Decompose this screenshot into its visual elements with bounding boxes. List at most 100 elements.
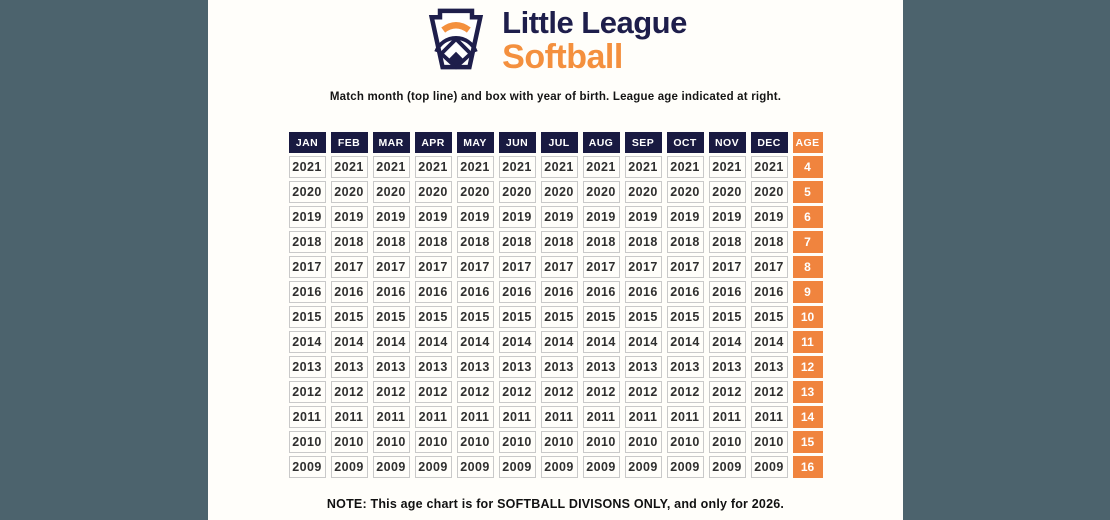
- year-cell: 2020: [498, 181, 536, 203]
- year-cell: 2019: [372, 206, 410, 228]
- year-cell: 2015: [456, 306, 494, 328]
- year-cell: 2014: [498, 331, 536, 353]
- year-cell: 2020: [288, 181, 326, 203]
- year-cell: 2013: [288, 356, 326, 378]
- year-cell: 2014: [288, 331, 326, 353]
- month-header-may: MAY: [456, 132, 494, 153]
- month-header-feb: FEB: [330, 132, 368, 153]
- year-cell: 2010: [540, 431, 578, 453]
- year-cell: 2012: [666, 381, 704, 403]
- age-cell: 8: [792, 256, 823, 278]
- little-league-keystone-logo-icon: [424, 5, 488, 73]
- year-cell: 2009: [288, 456, 326, 478]
- year-cell: 2012: [708, 381, 746, 403]
- logo: Little League Softball: [208, 0, 903, 74]
- year-cell: 2021: [750, 156, 788, 178]
- year-cell: 2017: [708, 256, 746, 278]
- table-row-year-2018: 2018 2018 2018 2018 2018 2018 2018 2018 2018 2018…: [288, 231, 823, 253]
- year-cell: 2017: [414, 256, 452, 278]
- year-cell: 2015: [624, 306, 662, 328]
- year-cell: 2015: [288, 306, 326, 328]
- year-cell: 2016: [624, 281, 662, 303]
- table-row-year-2012: 2012 2012 2012 2012 2012 2012 2012 2012 2012 2012…: [288, 381, 823, 403]
- year-cell: 2019: [624, 206, 662, 228]
- year-cell: 2019: [540, 206, 578, 228]
- year-cell: 2018: [372, 231, 410, 253]
- year-cell: 2020: [582, 181, 620, 203]
- year-cell: 2011: [540, 406, 578, 428]
- year-cell: 2013: [750, 356, 788, 378]
- table-row-year-2019: 2019 2019 2019 2019 2019 2019 2019 2019 2019 2019…: [288, 206, 823, 228]
- footer-note: NOTE: This age chart is for SOFTBALL DIV…: [326, 497, 785, 511]
- year-cell: 2020: [708, 181, 746, 203]
- year-cell: 2017: [288, 256, 326, 278]
- year-cell: 2014: [582, 331, 620, 353]
- content-panel: Little League Softball Match month (top …: [208, 0, 903, 520]
- year-cell: 2012: [540, 381, 578, 403]
- year-cell: 2015: [330, 306, 368, 328]
- year-cell: 2016: [330, 281, 368, 303]
- year-cell: 2010: [708, 431, 746, 453]
- year-cell: 2011: [330, 406, 368, 428]
- year-cell: 2010: [372, 431, 410, 453]
- year-cell: 2012: [624, 381, 662, 403]
- year-cell: 2021: [624, 156, 662, 178]
- year-cell: 2011: [372, 406, 410, 428]
- year-cell: 2016: [288, 281, 326, 303]
- age-cell: 15: [792, 431, 823, 453]
- year-cell: 2021: [372, 156, 410, 178]
- year-cell: 2018: [582, 231, 620, 253]
- year-cell: 2018: [708, 231, 746, 253]
- year-cell: 2021: [498, 156, 536, 178]
- year-cell: 2014: [372, 331, 410, 353]
- year-cell: 2012: [750, 381, 788, 403]
- year-cell: 2014: [708, 331, 746, 353]
- year-cell: 2015: [540, 306, 578, 328]
- year-cell: 2014: [540, 331, 578, 353]
- table-row-year-2014: 2014 2014 2014 2014 2014 2014 2014 2014 2014 2014…: [288, 331, 823, 353]
- year-cell: 2014: [414, 331, 452, 353]
- instruction-text: Match month (top line) and box with year…: [329, 91, 782, 103]
- year-cell: 2021: [582, 156, 620, 178]
- table-row-year-2021: 2021 2021 2021 2021 2021 2021 2021 2021 2021 2021…: [288, 156, 823, 178]
- year-cell: 2016: [498, 281, 536, 303]
- year-cell: 2009: [624, 456, 662, 478]
- month-header-jun: JUN: [498, 132, 536, 153]
- year-cell: 2017: [372, 256, 410, 278]
- table-row-year-2009: 2009 2009 2009 2009 2009 2009 2009 2009 2009 2009…: [288, 456, 823, 478]
- year-cell: 2015: [414, 306, 452, 328]
- table-row-year-2020: 2020 2020 2020 2020 2020 2020 2020 2020 2020 2020…: [288, 181, 823, 203]
- year-cell: 2013: [456, 356, 494, 378]
- year-cell: 2019: [708, 206, 746, 228]
- year-cell: 2013: [330, 356, 368, 378]
- age-cell: 10: [792, 306, 823, 328]
- table-row-year-2011: 2011 2011 2011 2011 2011 2011 2011 2011 2011 2011…: [288, 406, 823, 428]
- year-cell: 2009: [330, 456, 368, 478]
- year-cell: 2012: [288, 381, 326, 403]
- table-row-year-2013: 2013 2013 2013 2013 2013 2013 2013 2013 2013 2013…: [288, 356, 823, 378]
- year-cell: 2018: [456, 231, 494, 253]
- year-cell: 2016: [372, 281, 410, 303]
- year-cell: 2015: [498, 306, 536, 328]
- table-header-row: JAN FEB MAR APR MAY JUN JUL AUG SEP OCT NOV DEC AGE: [288, 132, 823, 153]
- year-cell: 2011: [750, 406, 788, 428]
- year-cell: 2021: [456, 156, 494, 178]
- year-cell: 2013: [498, 356, 536, 378]
- year-cell: 2010: [666, 431, 704, 453]
- year-cell: 2018: [666, 231, 704, 253]
- year-cell: 2020: [666, 181, 704, 203]
- year-cell: 2013: [540, 356, 578, 378]
- age-cell: 14: [792, 406, 823, 428]
- month-header-sep: SEP: [624, 132, 662, 153]
- year-cell: 2013: [372, 356, 410, 378]
- month-header-mar: MAR: [372, 132, 410, 153]
- year-cell: 2014: [330, 331, 368, 353]
- year-cell: 2015: [666, 306, 704, 328]
- year-cell: 2013: [624, 356, 662, 378]
- year-cell: 2019: [330, 206, 368, 228]
- year-cell: 2020: [330, 181, 368, 203]
- year-cell: 2010: [750, 431, 788, 453]
- year-cell: 2015: [750, 306, 788, 328]
- year-cell: 2021: [540, 156, 578, 178]
- year-cell: 2015: [582, 306, 620, 328]
